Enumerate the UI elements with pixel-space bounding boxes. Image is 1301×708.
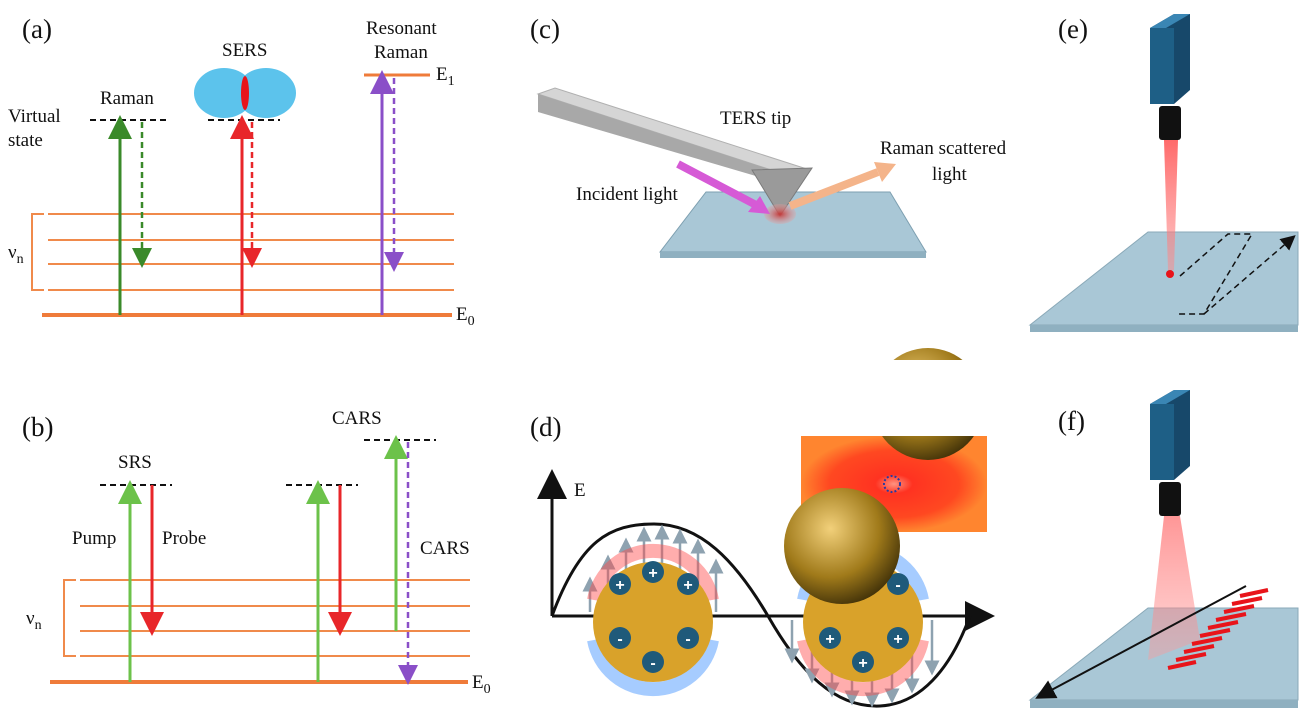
charge-negative: - [609,627,631,649]
svg-text:-: - [650,655,655,672]
panel-c-label: (c) [530,14,560,44]
probe-label: Probe [162,528,206,549]
vibrational-levels-b [80,579,470,657]
svg-text:+: + [615,577,624,594]
line-scan-array [1167,588,1269,670]
panel-a: (a) Virtual state [8,14,475,329]
svg-text:-: - [617,631,622,648]
laser-beam-e [1164,140,1178,270]
scan-substrate-edge-f [1030,700,1298,708]
camera-e [1150,14,1190,140]
svg-text:-: - [895,577,900,594]
virtual-state-label-2: state [8,130,43,151]
ters-tip [751,167,813,217]
e-axis-label: E [574,480,586,501]
raman-scattered-label-1: Raman scattered [880,138,1007,159]
srs-label: SRS [118,452,152,473]
panel-d: (d) E [530,348,1010,708]
raman-scattered-label-2: light [932,164,968,185]
svg-text:+: + [858,655,867,672]
panel-a-label: (a) [22,14,52,44]
resonant-label-1: Resonant [366,18,437,39]
panel-b-label: (b) [22,412,53,442]
svg-text:-: - [685,631,690,648]
scan-substrate-edge-e [1030,325,1298,332]
electric-field-wave [550,522,972,708]
panel-b: (b) SRS Pump Probe CARS CARS E0 νn [22,408,491,697]
nu-label-b: νn [26,608,42,633]
gold-sphere-bottom [784,488,900,604]
cars-top-label: CARS [332,408,382,429]
charge-negative: - [677,627,699,649]
inset-mask-bottom [780,532,810,582]
incident-light-label: Incident light [576,184,679,205]
scan-path-return [1178,233,1254,315]
tip-hotspot [764,204,796,224]
panel-f: (f) [1028,390,1299,708]
e1-label: E1 [436,64,455,89]
panel-e-label: (e) [1058,14,1088,44]
charge-negative: - [642,651,664,673]
svg-text:+: + [683,577,692,594]
incident-light-beam [676,160,760,210]
e0-label-a: E0 [456,304,475,329]
nu-bracket-a [31,213,44,291]
scattered-light-arrowhead [874,162,896,182]
svg-text:+: + [825,631,834,648]
charge-positive: + [642,561,664,583]
nu-bracket-b [63,579,76,657]
panel-c: (c) TERS tip Incident light Raman scatte… [530,14,1007,258]
sers-label: SERS [222,40,267,61]
resonant-label-2: Raman [374,42,428,63]
raman-label: Raman [100,88,154,109]
charge-positive: + [887,627,909,649]
laser-spot-e [1166,270,1174,278]
ters-substrate-edge [660,252,926,258]
sers-nanoparticle-dimer [194,68,296,118]
nanoparticle-left: + + + - - - [587,543,719,697]
charge-positive: + [819,627,841,649]
charge-positive: + [852,651,874,673]
molecule-marker [883,475,901,493]
charge-negative: - [887,573,909,595]
panel-f-label: (f) [1058,406,1085,436]
panel-e: (e) [1028,14,1299,332]
inset-mask-top [780,360,1010,436]
incident-light-arrowhead [748,196,770,214]
charge-positive: + [677,573,699,595]
cantilever-side [538,94,790,186]
laser-sheet-f [1148,516,1200,660]
charge-positive: + [609,573,631,595]
cantilever-top [536,87,812,177]
scan-substrate-e [1028,231,1299,326]
scan-direction-arrow-e [1203,235,1296,315]
e0-label-b: E0 [472,672,491,697]
scan-direction-arrow-f [1035,585,1247,699]
ters-tip-label: TERS tip [720,108,791,129]
panel-d-label: (d) [530,412,561,442]
nu-label-a: νn [8,242,24,267]
svg-text:+: + [893,631,902,648]
virtual-state-label-1: Virtual [8,106,61,127]
camera-f [1150,390,1190,516]
scattered-light-beam [788,168,880,210]
pump-label: Pump [72,528,116,549]
svg-text:+: + [648,565,657,582]
cars-side-label: CARS [420,538,470,559]
